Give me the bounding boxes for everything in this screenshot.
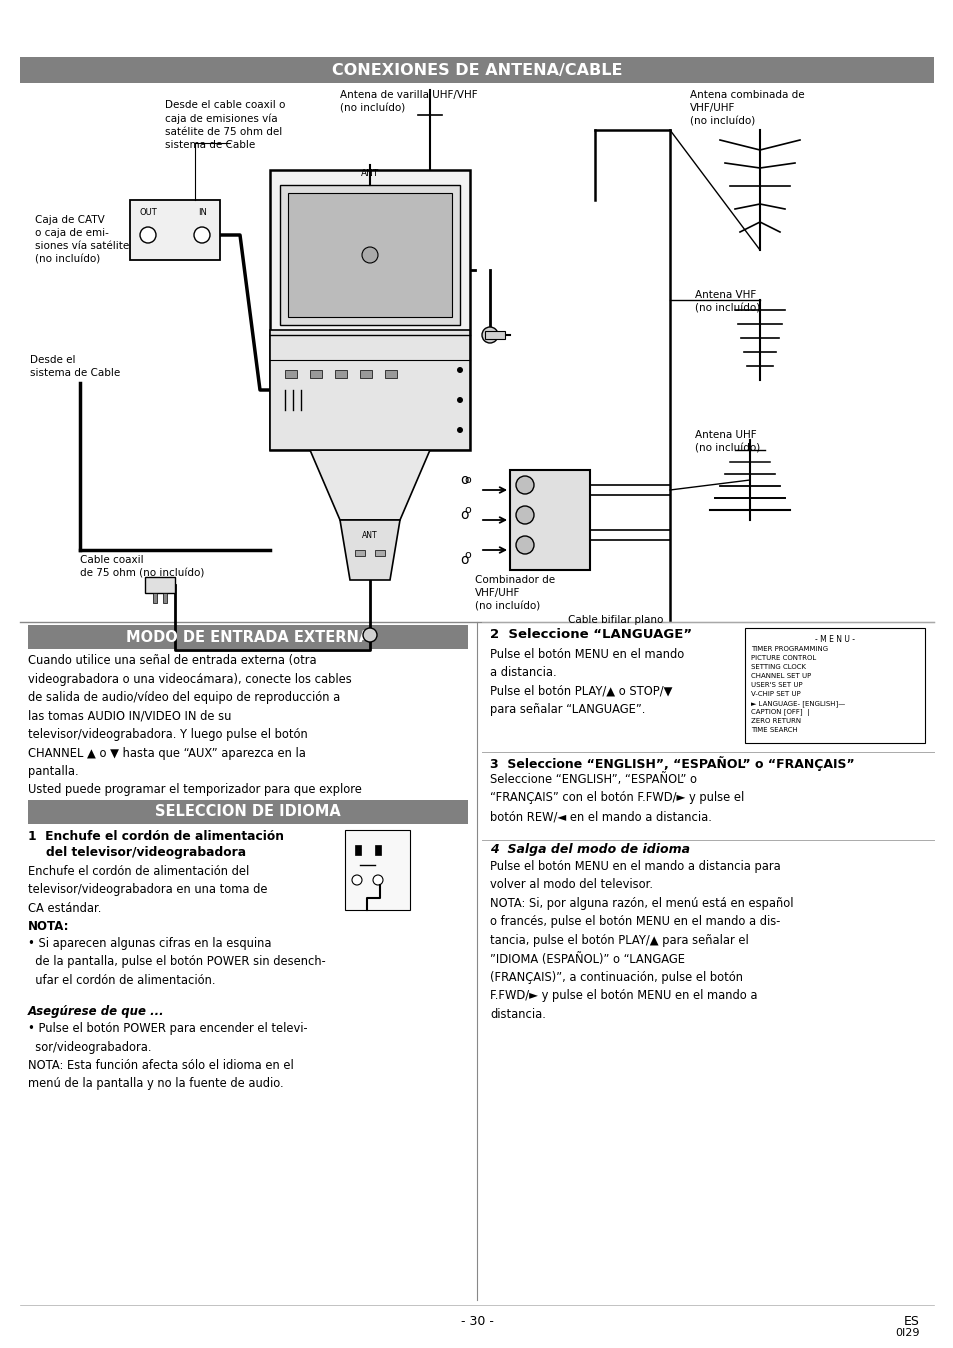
Bar bbox=[484, 332, 504, 338]
Circle shape bbox=[373, 875, 382, 886]
Bar bbox=[163, 593, 167, 603]
Bar bbox=[355, 550, 365, 555]
Bar bbox=[152, 593, 157, 603]
Text: o: o bbox=[464, 506, 471, 515]
Bar bbox=[130, 200, 220, 260]
Text: 0I29: 0I29 bbox=[895, 1328, 919, 1339]
Bar bbox=[744, 628, 924, 743]
Bar bbox=[145, 577, 174, 593]
Text: 2  Seleccione “LANGUAGE”: 2 Seleccione “LANGUAGE” bbox=[490, 628, 691, 642]
Bar bbox=[375, 550, 385, 555]
Text: Cuando utilice una señal de entrada externa (otra
videograbadora o una videocáma: Cuando utilice una señal de entrada exte… bbox=[28, 654, 361, 816]
Text: PICTURE CONTROL: PICTURE CONTROL bbox=[750, 655, 816, 661]
Bar bbox=[345, 830, 410, 910]
Text: Desde el cable coaxil o
caja de emisiones vía
satélite de 75 ohm del
sistema de : Desde el cable coaxil o caja de emisione… bbox=[165, 100, 285, 150]
Text: CAPTION [OFF]  |: CAPTION [OFF] | bbox=[750, 709, 809, 716]
Circle shape bbox=[352, 875, 361, 886]
Polygon shape bbox=[310, 450, 430, 520]
Text: del televisor/videograbadora: del televisor/videograbadora bbox=[46, 847, 246, 859]
Bar bbox=[310, 369, 322, 377]
Text: CHANNEL SET UP: CHANNEL SET UP bbox=[750, 673, 810, 679]
Text: Asegúrese de que ...: Asegúrese de que ... bbox=[28, 1006, 165, 1018]
Text: ANT: ANT bbox=[362, 531, 377, 539]
Text: Antena de varilla UHF/VHF
(no incluído): Antena de varilla UHF/VHF (no incluído) bbox=[339, 90, 477, 113]
Text: Cable bifilar plano: Cable bifilar plano bbox=[567, 615, 662, 625]
Text: Enchufe el cordón de alimentación del
televisor/videograbadora en una toma de
CA: Enchufe el cordón de alimentación del te… bbox=[28, 865, 267, 915]
Text: o: o bbox=[464, 550, 471, 559]
Bar bbox=[20, 57, 933, 84]
Text: 1  Enchufe el cordón de alimentación: 1 Enchufe el cordón de alimentación bbox=[28, 830, 284, 842]
Text: CONEXIONES DE ANTENA/CABLE: CONEXIONES DE ANTENA/CABLE bbox=[332, 62, 621, 77]
Bar bbox=[385, 369, 396, 377]
Text: o: o bbox=[460, 473, 469, 487]
Circle shape bbox=[456, 427, 462, 433]
Text: 3  Seleccione “ENGLISH”, “ESPAÑOL” o “FRANÇAIS”: 3 Seleccione “ENGLISH”, “ESPAÑOL” o “FRA… bbox=[490, 756, 854, 771]
Circle shape bbox=[456, 398, 462, 403]
Bar bbox=[335, 369, 347, 377]
Bar bbox=[359, 369, 372, 377]
Bar bbox=[375, 845, 380, 855]
Text: NOTA:: NOTA: bbox=[28, 919, 70, 933]
Circle shape bbox=[193, 226, 210, 243]
Text: Antena UHF
(no incluído): Antena UHF (no incluído) bbox=[695, 430, 760, 453]
Text: Antena combinada de
VHF/UHF
(no incluído): Antena combinada de VHF/UHF (no incluído… bbox=[689, 90, 803, 127]
Bar bbox=[270, 170, 470, 450]
Text: o: o bbox=[460, 553, 469, 568]
Text: USER'S SET UP: USER'S SET UP bbox=[750, 682, 801, 687]
Bar bbox=[280, 185, 459, 325]
Text: Combinador de
VHF/UHF
(no incluído): Combinador de VHF/UHF (no incluído) bbox=[475, 576, 555, 612]
Text: Pulse el botón MENU en el mando a distancia para
volver al modo del televisor.
N: Pulse el botón MENU en el mando a distan… bbox=[490, 860, 793, 1020]
Text: - M E N U -: - M E N U - bbox=[814, 635, 854, 644]
Text: • Pulse el botón POWER para encender el televi-
  sor/videograbadora.
NOTA: Esta: • Pulse el botón POWER para encender el … bbox=[28, 1022, 307, 1091]
Text: ANT: ANT bbox=[360, 168, 378, 178]
Text: - 30 -: - 30 - bbox=[460, 1316, 493, 1328]
Text: Caja de CATV
o caja de emi-
siones vía satélite
(no incluído): Caja de CATV o caja de emi- siones vía s… bbox=[35, 214, 129, 264]
Circle shape bbox=[516, 506, 534, 524]
Bar bbox=[270, 330, 470, 450]
Text: 4  Salga del modo de idioma: 4 Salga del modo de idioma bbox=[490, 842, 689, 856]
Bar bbox=[355, 845, 360, 855]
Text: o: o bbox=[460, 508, 469, 522]
Text: o: o bbox=[464, 474, 471, 485]
Text: SELECCION DE IDIOMA: SELECCION DE IDIOMA bbox=[155, 805, 340, 820]
Text: SETTING CLOCK: SETTING CLOCK bbox=[750, 665, 805, 670]
Bar bbox=[285, 369, 296, 377]
Circle shape bbox=[140, 226, 156, 243]
Text: OUT: OUT bbox=[140, 208, 157, 217]
Text: V-CHIP SET UP: V-CHIP SET UP bbox=[750, 692, 800, 697]
Bar bbox=[28, 625, 468, 648]
Text: MODO DE ENTRADA EXTERNA: MODO DE ENTRADA EXTERNA bbox=[126, 630, 370, 644]
Text: TIME SEARCH: TIME SEARCH bbox=[750, 727, 797, 733]
Circle shape bbox=[516, 537, 534, 554]
Bar bbox=[28, 799, 468, 824]
Text: ZERO RETURN: ZERO RETURN bbox=[750, 718, 801, 724]
Circle shape bbox=[481, 328, 497, 342]
Text: TIMER PROGRAMMING: TIMER PROGRAMMING bbox=[750, 646, 827, 652]
Polygon shape bbox=[339, 520, 399, 580]
Text: ► LANGUAGE- [ENGLISH]—: ► LANGUAGE- [ENGLISH]— bbox=[750, 700, 844, 706]
Text: IN: IN bbox=[198, 208, 207, 217]
Text: ES: ES bbox=[903, 1316, 919, 1328]
Text: Pulse el botón MENU en el mando
a distancia.
Pulse el botón PLAY/▲ o STOP/▼
para: Pulse el botón MENU en el mando a distan… bbox=[490, 648, 683, 717]
Bar bbox=[510, 470, 589, 570]
Circle shape bbox=[516, 476, 534, 493]
Text: Antena VHF
(no incluído): Antena VHF (no incluído) bbox=[695, 290, 760, 313]
Circle shape bbox=[361, 247, 377, 263]
Text: Seleccione “ENGLISH”, “ESPAÑOL” o
“FRANÇAIS” con el botón F.FWD/► y pulse el
bot: Seleccione “ENGLISH”, “ESPAÑOL” o “FRANÇ… bbox=[490, 772, 743, 824]
Text: • Si aparecen algunas cifras en la esquina
  de la pantalla, pulse el botón POWE: • Si aparecen algunas cifras en la esqui… bbox=[28, 937, 325, 987]
Circle shape bbox=[456, 367, 462, 373]
Text: Cable coaxil
de 75 ohm (no incluído): Cable coaxil de 75 ohm (no incluído) bbox=[80, 555, 204, 578]
Bar bbox=[288, 193, 452, 317]
Text: Desde el
sistema de Cable: Desde el sistema de Cable bbox=[30, 355, 120, 379]
Circle shape bbox=[363, 628, 376, 642]
